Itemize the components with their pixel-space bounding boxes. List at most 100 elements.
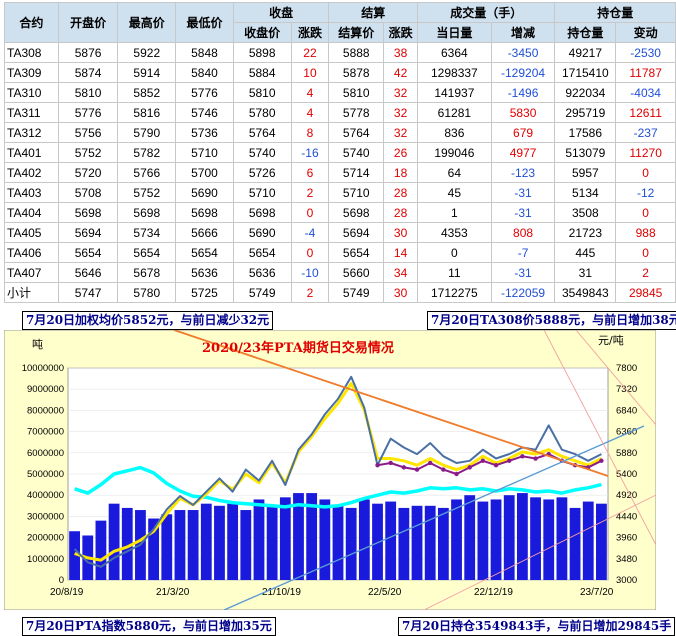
volume-bar	[214, 505, 225, 580]
trend-line-orange	[173, 329, 609, 477]
table-cell: 5776	[57, 102, 119, 123]
table-cell: 4	[290, 102, 330, 123]
table-cell: 5698	[232, 202, 292, 223]
volume-bar	[253, 499, 265, 580]
left-tick-label: 5000000	[27, 469, 64, 480]
table-cell: 5710	[175, 142, 234, 163]
table-cell: 1715410	[554, 62, 617, 83]
table-cell: 3508	[554, 202, 617, 223]
table-cell: 5698	[117, 202, 177, 223]
table-cell: TA405	[4, 222, 59, 243]
table-cell: 8	[290, 122, 330, 143]
table-cell: 5725	[175, 282, 234, 303]
left-tick-label: 0	[59, 575, 64, 586]
table-cell: 5726	[232, 162, 292, 183]
table-cell: 0	[615, 162, 676, 183]
table-cell: 61281	[417, 102, 492, 123]
table-cell: 30	[383, 282, 419, 303]
volume-bar	[582, 501, 594, 580]
trend-line-pink	[423, 494, 657, 611]
volume-bar	[477, 501, 489, 580]
left-tick-label: 7000000	[27, 427, 64, 438]
series-line-open-interest	[74, 465, 602, 509]
purple-point	[427, 460, 433, 466]
left-tick-label: 10000000	[22, 363, 64, 374]
table-cell: 18	[383, 162, 419, 183]
table-cell: 836	[417, 122, 492, 143]
table-cell: TA401	[4, 142, 59, 163]
table-cell: 6364	[417, 42, 492, 63]
table-cell: -31	[490, 202, 556, 223]
table-cell: 5884	[232, 62, 292, 83]
table-cell: 2	[290, 282, 330, 303]
header-group-cell: 成交量（手）	[417, 2, 556, 23]
table-cell: 49217	[554, 42, 617, 63]
header-group-cell: 收盘	[232, 2, 330, 23]
purple-point	[599, 458, 604, 463]
table-cell: 5698	[328, 202, 385, 223]
volume-bar	[345, 507, 357, 580]
table-cell: -1496	[490, 82, 556, 103]
right-tick-label: 3960	[616, 533, 637, 544]
table-cell: 5654	[117, 242, 177, 263]
table-cell: 42	[383, 62, 419, 83]
table-cell: 32	[383, 102, 419, 123]
purple-point	[401, 465, 407, 470]
futures-table: 合约 开盘价 最高价 最低价 收盘 结算 成交量（手） 持仓量 收盘价 涨跌 结算价 涨跌 当日量 增减持…	[4, 2, 676, 303]
x-tick-label: 21/10/19	[262, 587, 301, 598]
table-cell: -129204	[490, 62, 556, 83]
volume-bar	[200, 503, 212, 580]
table-cell: 5876	[57, 42, 119, 63]
table-cell: TA406	[4, 242, 59, 263]
table-cell: 34	[383, 262, 419, 283]
header-group-cell: 结算	[328, 2, 419, 23]
table-cell: 5888	[328, 42, 385, 63]
volume-bar	[69, 531, 80, 580]
purple-point	[493, 462, 499, 468]
volume-bar	[332, 505, 344, 580]
x-tick-label: 23/7/20	[580, 587, 614, 598]
table-cell: 5666	[175, 222, 234, 243]
volume-bar	[569, 507, 581, 580]
chart-area: 0 1000000 2000000 3000000 4000000 5000000 6000…	[3, 329, 657, 611]
table-cell: TA312	[4, 122, 59, 143]
volume-bar	[358, 499, 370, 580]
volume-bar	[187, 510, 199, 580]
table-cell: 5746	[175, 102, 234, 123]
table-cell: 5810	[328, 82, 385, 103]
table-row: TA406 5654 5654 5654 5654 0 5654 14 0 -7 445 0	[4, 242, 676, 263]
table-cell: 4353	[417, 222, 492, 243]
table-cell: 5747	[57, 282, 119, 303]
column-header: 增减	[490, 22, 556, 43]
trend-line-blue	[223, 425, 645, 611]
left-tick-label: 2000000	[27, 533, 64, 544]
header-groups: 合约 开盘价 最高价 最低价 收盘 结算 成交量（手） 持仓量	[4, 2, 676, 43]
table-cell: 4977	[490, 142, 556, 163]
left-tick-label: 3000000	[27, 511, 64, 522]
table-cell: 5654	[57, 242, 119, 263]
left-tick-label: 6000000	[27, 448, 64, 459]
table-cell: 0	[615, 242, 676, 263]
table-row: TA311 5776 5816 5746 5780 4 5778 32 61281 5830 295…	[4, 102, 676, 123]
table-cell: 5690	[232, 222, 292, 243]
table-cell: 5710	[232, 182, 292, 203]
table-cell: 5878	[328, 62, 385, 83]
trend-line-pink	[575, 329, 657, 426]
volume-bar	[161, 514, 173, 580]
volume-bar	[530, 497, 541, 580]
purple-point	[520, 454, 525, 459]
table-cell: 5752	[117, 182, 177, 203]
right-tick-label: 5400	[616, 469, 637, 480]
table-cell: 5816	[117, 102, 177, 123]
table-cell: TA310	[4, 82, 59, 103]
table-cell: 0	[290, 242, 330, 263]
table-cell: 14	[383, 242, 419, 263]
table-cell: 5749	[232, 282, 292, 303]
table-cell: 5914	[117, 62, 177, 83]
table-cell: 5740	[232, 142, 292, 163]
volume-bar	[266, 505, 278, 580]
volume-bar	[437, 507, 449, 580]
table-cell: 5708	[57, 182, 119, 203]
table-row: TA403 5708 5752 5690 5710 2 5710 28 45 -31 5134 -12	[4, 182, 676, 203]
right-tick-label: 5880	[616, 448, 637, 459]
